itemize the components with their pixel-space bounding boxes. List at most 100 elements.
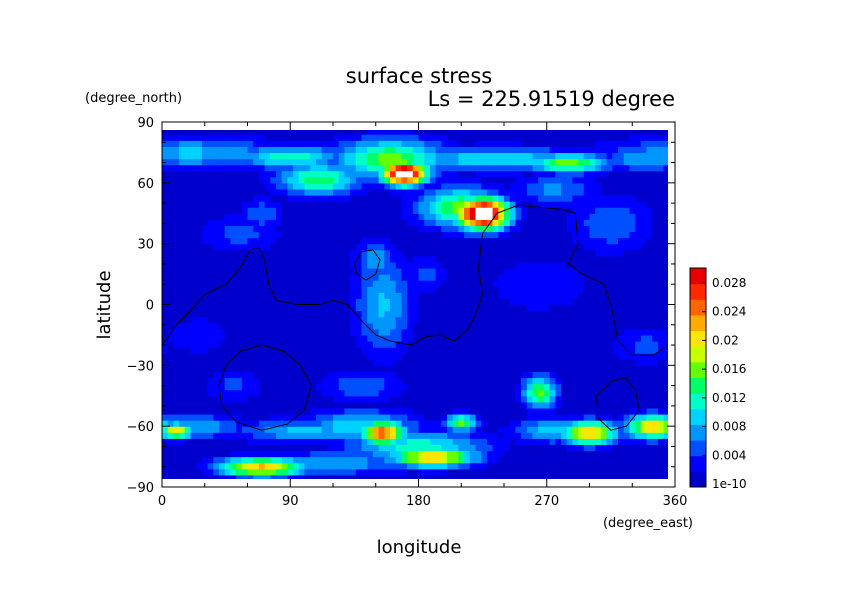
- heatmap-cell: [219, 292, 226, 300]
- heatmap-cell: [566, 207, 573, 214]
- heatmap-cell: [241, 468, 249, 476]
- heatmap-cell: [253, 432, 260, 439]
- heatmap-cell: [407, 195, 414, 202]
- heatmap-cell: [600, 341, 608, 348]
- heatmap-cell: [321, 456, 328, 464]
- heatmap-cell: [236, 225, 243, 233]
- heatmap-cell: [179, 255, 186, 263]
- heatmap-cell: [372, 195, 380, 202]
- heatmap-cell: [224, 225, 231, 233]
- heatmap-cell: [201, 395, 209, 403]
- heatmap-cell: [395, 310, 402, 318]
- heatmap-cell: [424, 438, 431, 446]
- heatmap-cell: [509, 383, 516, 391]
- heatmap-cell: [401, 292, 408, 300]
- heatmap-cell: [361, 432, 368, 439]
- heatmap-cell: [310, 152, 317, 160]
- heatmap-cell: [390, 122, 396, 129]
- heatmap-cell: [184, 274, 192, 281]
- heatmap-cell: [384, 182, 391, 190]
- heatmap-cell: [612, 243, 619, 251]
- heatmap-cell: [304, 182, 311, 190]
- heatmap-cell: [344, 432, 351, 439]
- heatmap-cell: [162, 292, 169, 300]
- heatmap-cell: [526, 261, 534, 269]
- heatmap-cell: [578, 158, 585, 166]
- heatmap-cell: [538, 456, 545, 464]
- heatmap-cell: [247, 450, 254, 458]
- heatmap-cell: [270, 268, 277, 275]
- heatmap-cell: [253, 146, 260, 154]
- heatmap-cell: [469, 420, 477, 427]
- heatmap-cell: [612, 401, 619, 409]
- heatmap-cell: [247, 158, 254, 166]
- heatmap-cell: [247, 280, 254, 287]
- heatmap-cell: [253, 274, 260, 281]
- heatmap-cell: [264, 213, 271, 220]
- heatmap-cell: [452, 347, 459, 354]
- heatmap-cell: [338, 164, 345, 172]
- heatmap-cell: [213, 468, 220, 476]
- heatmap-cell: [298, 140, 306, 147]
- heatmap-cell: [429, 322, 437, 330]
- heatmap-cell: [572, 310, 579, 318]
- heatmap-cell: [253, 243, 260, 251]
- heatmap-cell: [600, 146, 608, 154]
- heatmap-cell: [281, 237, 288, 245]
- heatmap-cell: [618, 237, 625, 245]
- heatmap-cell: [623, 468, 630, 476]
- heatmap-cell: [378, 195, 385, 202]
- heatmap-cell: [230, 213, 237, 220]
- heatmap-cell: [241, 176, 249, 184]
- heatmap-cell: [441, 164, 448, 172]
- heatmap-cell: [595, 201, 602, 208]
- heatmap-cell: [253, 249, 260, 257]
- heatmap-cell: [287, 158, 294, 166]
- heatmap-cell: [555, 377, 562, 385]
- heatmap-cell: [561, 377, 568, 385]
- heatmap-cell: [298, 219, 306, 227]
- heatmap-cell: [196, 468, 203, 476]
- heatmap-cell: [543, 231, 551, 239]
- heatmap-cell: [429, 158, 437, 166]
- heatmap-cell: [572, 243, 579, 251]
- heatmap-cell: [572, 334, 579, 342]
- heatmap-cell: [532, 304, 539, 312]
- heatmap-cell: [549, 328, 556, 336]
- heatmap-cell: [293, 365, 300, 373]
- heatmap-cell: [270, 347, 277, 354]
- heatmap-cell: [595, 456, 602, 464]
- heatmap-cell: [555, 195, 562, 202]
- heatmap-cell: [344, 298, 351, 306]
- heatmap-cell: [555, 201, 562, 208]
- heatmap-cell: [196, 462, 203, 470]
- heatmap-cell: [247, 255, 254, 263]
- heatmap-cell: [583, 420, 591, 427]
- heatmap-cell: [486, 207, 494, 214]
- heatmap-cell: [350, 353, 357, 360]
- heatmap-cell: [162, 377, 169, 385]
- heatmap-cell: [287, 237, 294, 245]
- heatmap-cell: [395, 274, 402, 281]
- heatmap-cell: [407, 201, 414, 208]
- heatmap-cell: [412, 243, 420, 251]
- heatmap-cell: [298, 328, 306, 336]
- heatmap-cell: [247, 432, 254, 439]
- heatmap-cell: [458, 207, 465, 214]
- heatmap-cell: [298, 146, 306, 154]
- heatmap-cell: [270, 164, 277, 172]
- heatmap-cell: [583, 213, 591, 220]
- heatmap-cell: [424, 130, 431, 135]
- heatmap-cell: [367, 140, 374, 147]
- heatmap-cell: [458, 130, 465, 135]
- heatmap-cell: [526, 130, 534, 135]
- heatmap-cell: [510, 122, 516, 129]
- heatmap-cell: [583, 134, 591, 141]
- heatmap-cell: [475, 170, 482, 178]
- heatmap-cell: [310, 170, 317, 178]
- heatmap-cell: [578, 280, 585, 287]
- heatmap-cell: [543, 474, 551, 479]
- heatmap-cell: [333, 130, 340, 135]
- heatmap-cell: [509, 188, 516, 196]
- heatmap-cell: [270, 316, 277, 324]
